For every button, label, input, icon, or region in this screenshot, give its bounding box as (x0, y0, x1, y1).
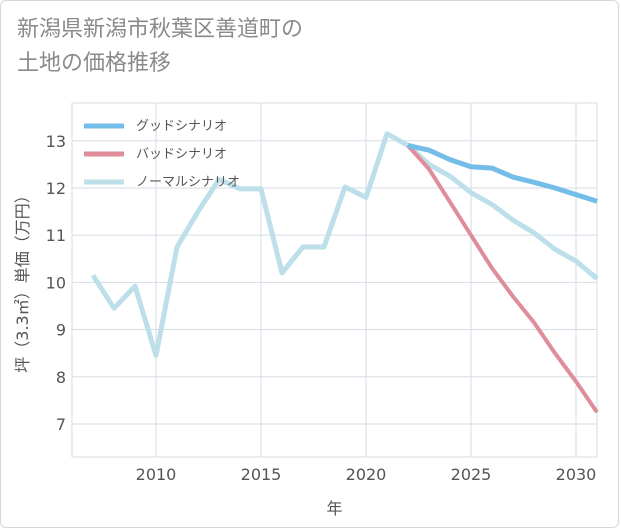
tick-labels: 7 8 9 10 11 12 13 2010 2015 2020 2025 2030 (46, 132, 597, 484)
legend-label: グッドシナリオ (136, 119, 227, 134)
legend-label: ノーマルシナリオ (136, 175, 240, 190)
y-tick-label: 8 (56, 368, 66, 387)
x-axis-label: 年 (326, 499, 342, 518)
legend-label: バッドシナリオ (136, 147, 227, 162)
y-tick-label: 13 (46, 132, 66, 151)
y-axis-label: 坪（3.3㎡）単価（万円） (13, 187, 32, 372)
x-tick-label: 2010 (136, 465, 177, 484)
plot-area-border (71, 102, 598, 458)
y-tick-label: 9 (56, 321, 66, 340)
y-tick-label: 12 (46, 179, 66, 198)
y-tick-label: 10 (46, 273, 66, 292)
series-line-0 (407, 143, 598, 204)
x-tick-label: 2025 (451, 465, 492, 484)
chart-title: 新潟県新潟市秋葉区善道町の 土地の価格推移 (17, 17, 304, 76)
series-line-1 (406, 144, 599, 414)
x-tick-label: 2015 (241, 465, 282, 484)
axes (71, 102, 598, 458)
x-tick-label: 2030 (556, 465, 597, 484)
series-line-2 (90, 131, 599, 358)
x-tick-label: 2020 (346, 465, 387, 484)
y-tick-label: 11 (46, 226, 66, 245)
plot-lines (90, 131, 599, 414)
y-tick-label: 7 (56, 415, 66, 434)
